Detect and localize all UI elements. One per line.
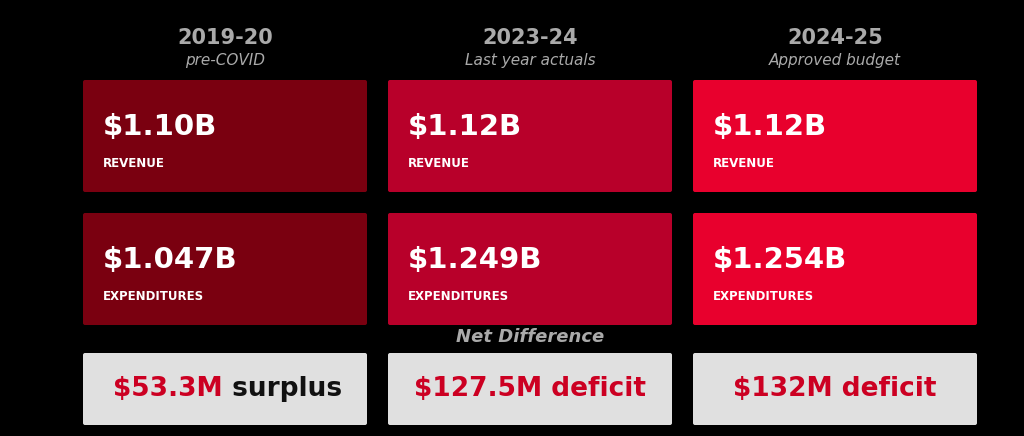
- Text: REVENUE: REVENUE: [103, 157, 165, 170]
- Text: $1.10B: $1.10B: [103, 113, 217, 141]
- Text: $132M deficit: $132M deficit: [733, 376, 937, 402]
- Text: $1.254B: $1.254B: [713, 246, 847, 274]
- Text: $53.3M: $53.3M: [114, 376, 223, 402]
- Text: Last year actuals: Last year actuals: [465, 52, 595, 68]
- Text: $1.249B: $1.249B: [408, 246, 543, 274]
- Text: EXPENDITURES: EXPENDITURES: [713, 290, 814, 303]
- FancyBboxPatch shape: [83, 80, 367, 192]
- Text: REVENUE: REVENUE: [713, 157, 775, 170]
- FancyBboxPatch shape: [388, 213, 672, 325]
- FancyBboxPatch shape: [83, 213, 367, 325]
- Text: $1.047B: $1.047B: [103, 246, 238, 274]
- Text: REVENUE: REVENUE: [408, 157, 470, 170]
- FancyBboxPatch shape: [388, 80, 672, 192]
- FancyBboxPatch shape: [83, 353, 367, 425]
- FancyBboxPatch shape: [388, 353, 672, 425]
- Text: surplus: surplus: [223, 376, 342, 402]
- Text: EXPENDITURES: EXPENDITURES: [103, 290, 204, 303]
- Text: Approved budget: Approved budget: [769, 52, 901, 68]
- Text: $127.5M deficit: $127.5M deficit: [414, 376, 646, 402]
- FancyBboxPatch shape: [693, 213, 977, 325]
- Text: $1.12B: $1.12B: [408, 113, 522, 141]
- Text: Net Difference: Net Difference: [456, 328, 604, 346]
- FancyBboxPatch shape: [693, 353, 977, 425]
- FancyBboxPatch shape: [693, 80, 977, 192]
- Text: 2024-25: 2024-25: [787, 28, 883, 48]
- Text: $1.12B: $1.12B: [713, 113, 827, 141]
- Text: 2023-24: 2023-24: [482, 28, 578, 48]
- Text: pre-COVID: pre-COVID: [185, 52, 265, 68]
- Text: 2019-20: 2019-20: [177, 28, 272, 48]
- Text: EXPENDITURES: EXPENDITURES: [408, 290, 509, 303]
